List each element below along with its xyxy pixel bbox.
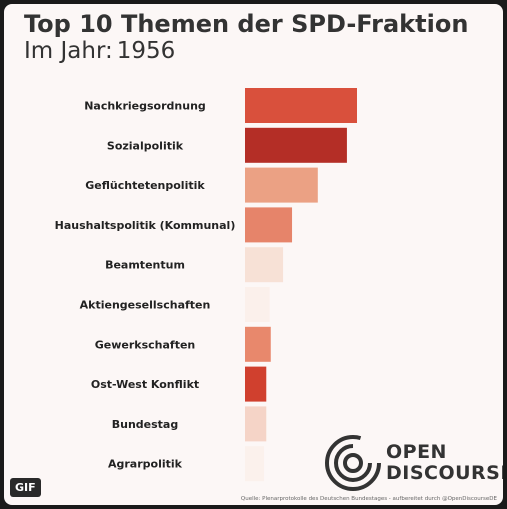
subtitle-year: 1956	[116, 38, 176, 64]
bar-2	[245, 127, 347, 163]
bar-7	[245, 326, 271, 362]
category-label-9: Bundestag	[112, 418, 178, 431]
category-label-8: Ost-West Konflikt	[91, 378, 199, 391]
chart-card: Top 10 Themen der SPD-Fraktion Im Jahr: 1…	[4, 4, 503, 505]
bar-5	[245, 247, 284, 283]
logo-line-discourse: DISCOURSE	[386, 462, 503, 484]
open-discourse-logo: OPEN DISCOURSE	[324, 434, 503, 494]
category-label-1: Nachkriegsordnung	[84, 100, 206, 113]
bar-10	[245, 446, 265, 482]
category-label-4: Haushaltspolitik (Kommunal)	[55, 219, 236, 232]
bar-4	[245, 207, 293, 243]
bar-3	[245, 167, 318, 203]
open-discourse-icon	[325, 435, 381, 491]
logo-wordmark: OPEN DISCOURSE	[386, 442, 503, 484]
chart-subtitle: Im Jahr: 1956	[24, 38, 175, 64]
category-label-3: Geflüchtetenpolitik	[85, 179, 205, 192]
gif-badge[interactable]: GIF	[10, 478, 41, 497]
category-label-5: Beamtentum	[105, 259, 185, 272]
logo-line-open: OPEN	[386, 441, 447, 463]
subtitle-prefix: Im Jahr:	[24, 38, 113, 64]
chart-title: Top 10 Themen der SPD-Fraktion	[24, 10, 469, 38]
category-label-2: Sozialpolitik	[107, 139, 184, 152]
bar-9	[245, 406, 267, 442]
bar-8	[245, 366, 267, 402]
category-label-6: Aktiengesellschaften	[80, 299, 211, 312]
source-note: Quelle: Plenarprotokolle des Deutschen B…	[240, 496, 497, 502]
bar-chart: Nachkriegsordnung Sozialpolitik Geflüchtet…	[55, 88, 357, 482]
bar-1	[245, 88, 357, 123]
category-label-7: Gewerkschaften	[95, 338, 196, 351]
bar-6	[245, 287, 270, 322]
category-label-10: Agrarpolitik	[108, 458, 183, 471]
